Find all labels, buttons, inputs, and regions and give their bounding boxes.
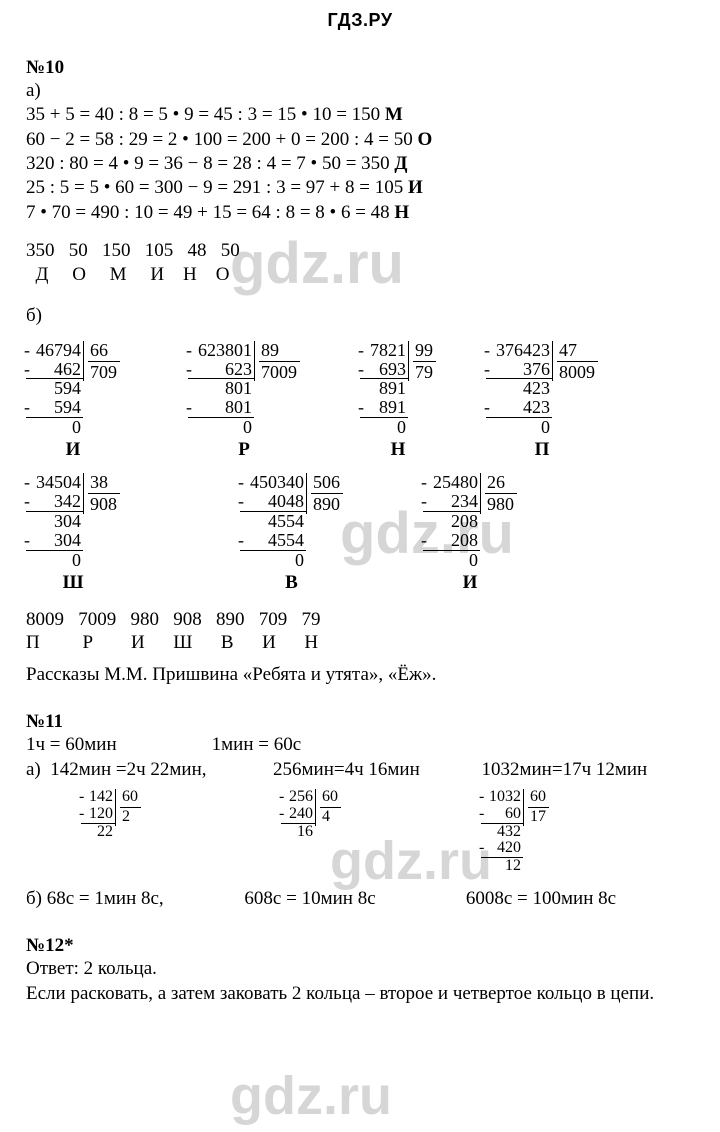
long-division-letter: П (486, 439, 598, 461)
task10-b-divisions-row2: 34504342 304 304 038908Ш 4503404048 4554 … (26, 473, 694, 593)
task12-line1: Ответ: 2 кольца. (26, 957, 694, 981)
long-division: 34504342 304 304 038908Ш (26, 473, 120, 593)
long-division: 7821693 891 891 09979Н (360, 341, 436, 461)
task-number: №12* (26, 935, 694, 957)
task10-a-line: 7 • 70 = 490 : 10 = 49 + 15 = 64 : 8 = 8… (26, 201, 694, 225)
long-division-letter: В (240, 572, 343, 594)
watermark: gdz.ru (230, 1065, 392, 1127)
task10-a-line: 25 : 5 = 5 • 60 = 300 − 9 = 291 : 3 = 97… (26, 176, 694, 200)
task10-a-line: 60 − 2 = 58 : 29 = 2 • 100 = 200 + 0 = 2… (26, 128, 694, 152)
section-a-label: а) (26, 79, 694, 103)
long-division-letter: Ш (26, 572, 120, 594)
task11-divisions: 142120 22602 256240 16604 103260 432 420 1… (26, 788, 694, 875)
long-division: 46794462 594 594 066709И (26, 341, 120, 461)
task11-b-line: б) 68с = 1мин 8с, 608с = 10мин 8с 6008с … (26, 887, 694, 911)
long-division: 256240 16604 (281, 788, 341, 875)
long-division: 25480234 208 208 026980И (423, 473, 517, 593)
long-division-letter: И (26, 439, 120, 461)
page-header: ГДЗ.РУ (26, 0, 694, 49)
task10-b-letters-row: П Р И Ш В И Н (26, 631, 694, 655)
task10-a-lines: 35 + 5 = 40 : 8 = 5 • 9 = 45 : 3 = 15 • … (26, 103, 694, 225)
task10-a-line: 35 + 5 = 40 : 8 = 5 • 9 = 45 : 3 = 15 • … (26, 103, 694, 127)
long-division: 142120 22602 (81, 788, 141, 875)
task10-b-numbers-row: 8009 7009 980 908 890 709 79 (26, 608, 694, 632)
long-division: 623801623 801 801 0897009Р (188, 341, 300, 461)
task-number: №10 (26, 57, 694, 79)
task10-a-numbers-row: 350 50 150 105 48 50 (26, 239, 694, 263)
long-division: 4503404048 4554 4554 0506890В (240, 473, 343, 593)
task-number: №11 (26, 711, 694, 733)
long-division-letter: И (423, 572, 517, 594)
task11-a-line: а) 142мин =2ч 22мин, 256мин=4ч 16мин 103… (26, 758, 694, 782)
task10-a-letters-row: Д О М И Н О (26, 263, 694, 287)
long-division: 103260 432 420 126017 (481, 788, 549, 875)
long-division: 376423376 423 423 0478009П (486, 341, 598, 461)
task10-b-divisions-row1: 46794462 594 594 066709И 623801623 801 80… (26, 341, 694, 461)
task12-line2: Если расковать, а затем заковать 2 кольц… (26, 982, 694, 1006)
task11-line1: 1ч = 60мин 1мин = 60с (26, 733, 694, 757)
task10-a-line: 320 : 80 = 4 • 9 = 36 − 8 = 28 : 4 = 7 •… (26, 152, 694, 176)
long-division-letter: Р (188, 439, 300, 461)
long-division-letter: Н (360, 439, 436, 461)
task10-b-footer: Рассказы М.М. Пришвина «Ребята и утята»,… (26, 663, 694, 687)
section-b-label: б) (26, 304, 694, 328)
